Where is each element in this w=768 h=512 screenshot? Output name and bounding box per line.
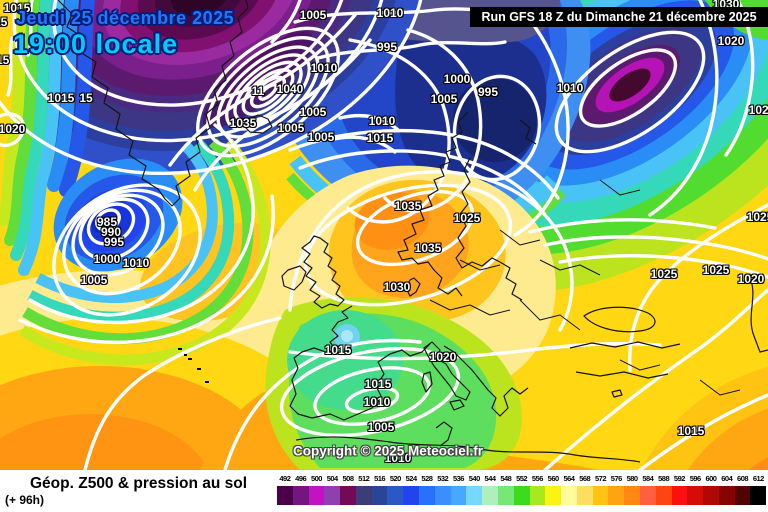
scale-value: 592 bbox=[673, 474, 686, 483]
scale-value: 588 bbox=[658, 474, 670, 483]
scale-value: 564 bbox=[563, 474, 575, 483]
scale-value: 548 bbox=[500, 474, 512, 483]
color-scale-bar bbox=[277, 486, 767, 505]
forecast-time: 19:00 locale bbox=[13, 29, 179, 59]
scale-swatch bbox=[419, 486, 435, 505]
scale-swatch bbox=[324, 486, 341, 505]
forecast-hour: (+ 96h) bbox=[5, 493, 45, 507]
scale-swatch bbox=[308, 486, 325, 505]
contours bbox=[0, 0, 768, 470]
forecast-date: Jeudi 25 décembre 2025 bbox=[16, 8, 235, 28]
scale-swatch bbox=[277, 486, 293, 505]
west-fringe bbox=[0, 0, 95, 276]
scale-swatch bbox=[592, 486, 609, 505]
scale-value: 560 bbox=[547, 474, 560, 483]
scale-swatch bbox=[734, 486, 751, 505]
scale-value: 536 bbox=[452, 474, 465, 483]
scale-swatch bbox=[403, 486, 420, 505]
scale-swatch bbox=[387, 486, 404, 505]
scale-swatch bbox=[292, 486, 309, 505]
scale-value: 516 bbox=[374, 474, 386, 483]
scale-swatch bbox=[561, 486, 577, 505]
scale-value: 496 bbox=[295, 474, 307, 483]
run-info-banner: Run GFS 18 Z du Dimanche 21 décembre 202… bbox=[470, 7, 768, 27]
scale-value: 504 bbox=[326, 474, 339, 483]
map-canvas[interactable]: 1015101510151020101515985990995100010101… bbox=[0, 0, 768, 470]
scale-value: 604 bbox=[721, 474, 733, 483]
scale-swatch bbox=[608, 486, 625, 505]
scale-value: 540 bbox=[468, 474, 481, 483]
scale-value: 492 bbox=[279, 474, 291, 483]
scale-swatch bbox=[718, 486, 735, 505]
chart-title: Géop. Z500 & pression au sol bbox=[30, 475, 248, 492]
iberia-green bbox=[265, 297, 522, 470]
scale-swatch bbox=[750, 486, 767, 505]
scale-swatch bbox=[671, 486, 688, 505]
scale-swatch bbox=[545, 486, 562, 505]
coastlines bbox=[57, 0, 768, 463]
weather-map-svg bbox=[0, 0, 768, 470]
scale-swatch bbox=[639, 486, 656, 505]
scale-swatch bbox=[434, 486, 451, 505]
scale-value: 532 bbox=[437, 474, 449, 483]
scale-value: 600 bbox=[705, 474, 717, 483]
scale-value: 512 bbox=[358, 474, 370, 483]
scale-value: 528 bbox=[421, 474, 433, 483]
copyright-watermark: Copyright © 2025 Meteociel.fr bbox=[293, 443, 483, 459]
scale-value: 608 bbox=[737, 474, 749, 483]
scale-value: 572 bbox=[595, 474, 607, 483]
scale-value: 568 bbox=[579, 474, 591, 483]
color-scale: 492 496 500 504 508 512 516 520 524 528 532 536 540 5… bbox=[277, 474, 767, 505]
scale-value: 580 bbox=[626, 474, 639, 483]
scale-value: 500 bbox=[310, 474, 323, 483]
scale-swatch bbox=[624, 486, 640, 505]
scale-swatch bbox=[497, 486, 514, 505]
scale-value: 524 bbox=[405, 474, 418, 483]
scale-value: 596 bbox=[689, 474, 702, 483]
scale-value: 552 bbox=[516, 474, 528, 483]
scale-swatch bbox=[703, 486, 719, 505]
scale-swatch bbox=[450, 486, 467, 505]
scale-swatch bbox=[576, 486, 593, 505]
scale-swatch bbox=[529, 486, 546, 505]
scale-value: 576 bbox=[610, 474, 623, 483]
scale-value: 520 bbox=[389, 474, 402, 483]
scale-value: 612 bbox=[752, 474, 765, 483]
scale-swatch bbox=[466, 486, 483, 505]
scale-value: 508 bbox=[342, 474, 355, 483]
scale-value: 556 bbox=[531, 474, 544, 483]
scale-swatch bbox=[371, 486, 388, 505]
legend-footer: Géop. Z500 & pression au sol (+ 96h) 492… bbox=[0, 470, 768, 512]
scale-swatch bbox=[687, 486, 704, 505]
azores-islands bbox=[178, 348, 209, 383]
southeast-warm-corner bbox=[610, 338, 768, 470]
scale-swatch bbox=[655, 486, 672, 505]
scale-swatch bbox=[340, 486, 356, 505]
scale-value: 584 bbox=[642, 474, 654, 483]
color-scale-values: 492 496 500 504 508 512 516 520 524 528 532 536 540 5… bbox=[277, 474, 766, 484]
scale-swatch bbox=[482, 486, 498, 505]
scale-swatch bbox=[355, 486, 372, 505]
scale-value: 544 bbox=[484, 474, 497, 483]
scale-swatch bbox=[513, 486, 530, 505]
